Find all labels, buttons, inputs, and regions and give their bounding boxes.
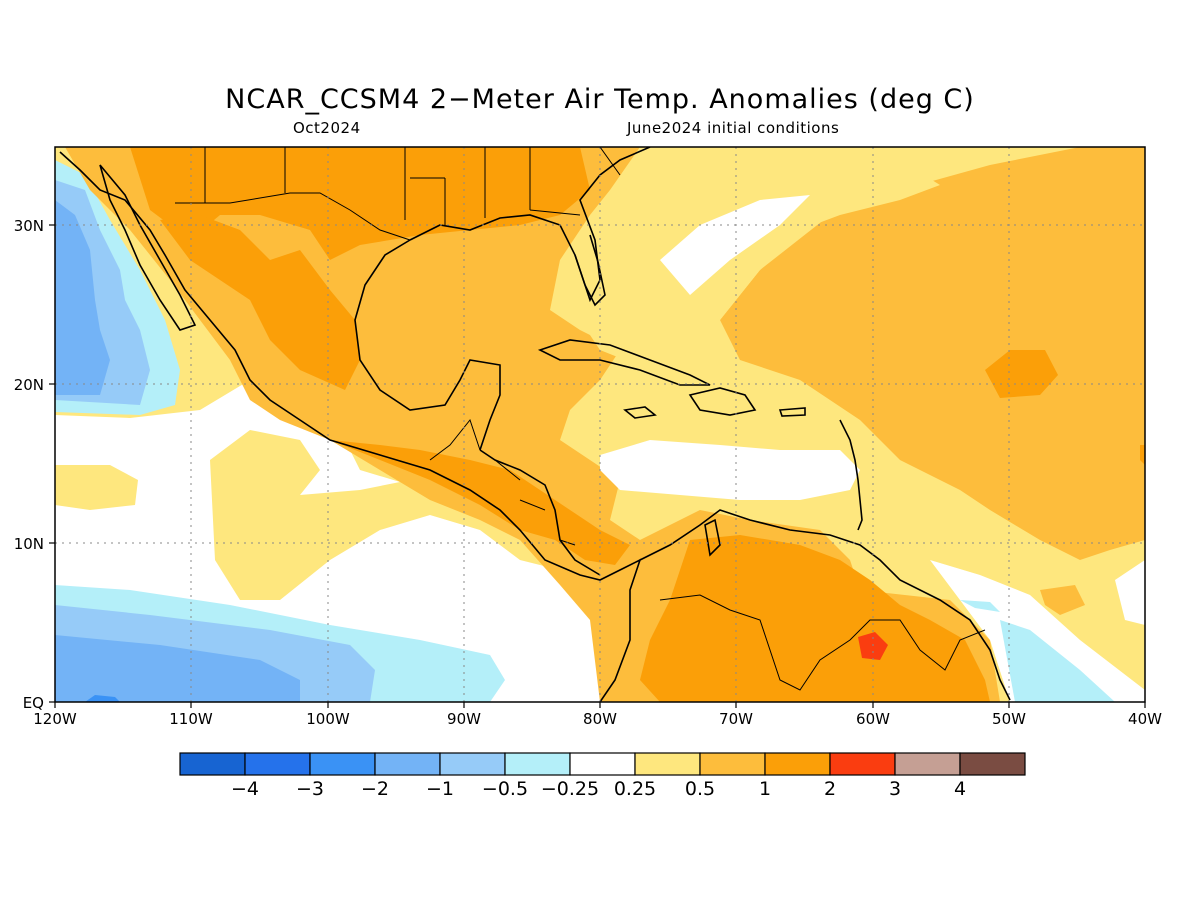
us-state-lines [204, 147, 621, 225]
mexico-hot-region [160, 215, 360, 390]
colorbar-swatch [504, 752, 571, 776]
pacific-coolest-south [55, 635, 300, 702]
south-america-borders [659, 594, 986, 691]
colorbar-label: 0.25 [614, 778, 656, 800]
hispaniola-coastline [688, 387, 757, 416]
lat-label-10n: 10N [14, 535, 44, 553]
atlantic-south-neutral [930, 560, 1145, 702]
atlantic-neutral-streak [660, 195, 810, 295]
colorbar-label: −0.5 [482, 778, 528, 800]
central-america-hot-region [330, 440, 630, 565]
lat-label-30n: 30N [14, 217, 44, 235]
colorbar-label: −1 [426, 778, 454, 800]
cuba-coastline [537, 339, 711, 386]
atlantic-warm-region [720, 147, 1145, 560]
latitude-labels: 30N 20N 10N EQ [14, 217, 44, 712]
atlantic-south-warm-patch [1040, 585, 1085, 615]
lon-label-70w: 70W [719, 710, 753, 728]
colorbar-swatch [894, 752, 961, 776]
pacific-warm-patch [210, 430, 560, 600]
colorbar-swatch [699, 752, 766, 776]
jamaica-coastline [623, 406, 657, 419]
lon-label-100w: 100W [306, 710, 350, 728]
us-mexico-border [175, 192, 411, 241]
map-title: NCAR_CCSM4 2−Meter Air Temp. Anomalies (… [225, 84, 975, 115]
colorbar-label: 2 [824, 778, 836, 800]
lat-label-20n: 20N [14, 376, 44, 394]
axis-ticks [49, 224, 1146, 708]
colorbar-swatch [179, 752, 246, 776]
colorbar-label: 4 [954, 778, 966, 800]
lake-maracaibo [704, 518, 721, 557]
colorbar-swatch [829, 752, 896, 776]
colorbar-label: −4 [231, 778, 259, 800]
longitude-labels: 120W 110W 100W 90W 80W 70W 60W 50W 40W [33, 710, 1162, 728]
colorbar-swatch [959, 752, 1026, 776]
florida-coastline [574, 234, 606, 307]
coastlines [59, 147, 1011, 702]
colorbar-swatch [764, 752, 831, 776]
colorbar-swatch [439, 752, 506, 776]
lon-label-80w: 80W [583, 710, 617, 728]
graticule [55, 147, 1145, 702]
atlantic-hot-spot [985, 350, 1058, 398]
pacific-coldest-spot [85, 695, 120, 702]
atlantic-neutral-east [1115, 560, 1145, 625]
colorbar-label: 1 [759, 778, 771, 800]
lon-label-50w: 50W [992, 710, 1026, 728]
colorbar: −4 −3 −2 −1 −0.5 −0.25 0.25 0.5 1 2 3 4 [179, 752, 1026, 800]
lon-label-120w: 120W [33, 710, 77, 728]
colorbar-swatch [309, 752, 376, 776]
lon-label-110w: 110W [169, 710, 213, 728]
pacific-coolest-north [55, 200, 110, 395]
colorbar-swatch [244, 752, 311, 776]
central-america-borders [429, 418, 576, 546]
pacific-warm-patch-west [55, 465, 138, 510]
atlantic-south-cool-streak [960, 600, 1000, 612]
lon-label-90w: 90W [447, 710, 481, 728]
south-america-north-coast [639, 509, 1011, 701]
colorbar-swatch [374, 752, 441, 776]
lesser-antilles [839, 419, 863, 531]
lon-label-40w: 40W [1128, 710, 1162, 728]
colorbar-label: −2 [361, 778, 389, 800]
central-america-east-coast [479, 449, 601, 576]
lon-label-60w: 60W [856, 710, 890, 728]
atlantic-east-hot-spot [1140, 445, 1145, 465]
anomaly-field [55, 147, 1145, 702]
baja-coastline [99, 164, 197, 331]
colorbar-label: 3 [889, 778, 901, 800]
colorbar-swatch [634, 752, 701, 776]
atlantic-neutral-region [580, 150, 940, 370]
mexico-gulf-coastline [354, 239, 501, 451]
atlantic-south-cool [1000, 620, 1115, 702]
puerto-rico-coastline [778, 407, 806, 417]
colorbar-label: −0.25 [541, 778, 599, 800]
pacific-coastline [59, 151, 642, 702]
lat-label-eq: EQ [23, 694, 44, 712]
colorbar-swatch [569, 752, 636, 776]
valid-month-label: Oct2024 [293, 119, 361, 137]
political-borders [175, 147, 986, 691]
caribbean-neutral-region [600, 440, 860, 500]
colorbar-label: 0.5 [685, 778, 715, 800]
south-america-hot-region [640, 535, 990, 702]
colorbar-label: −3 [296, 778, 324, 800]
initial-conditions-label: June2024 initial conditions [627, 119, 840, 137]
us-hot-region [130, 147, 590, 260]
